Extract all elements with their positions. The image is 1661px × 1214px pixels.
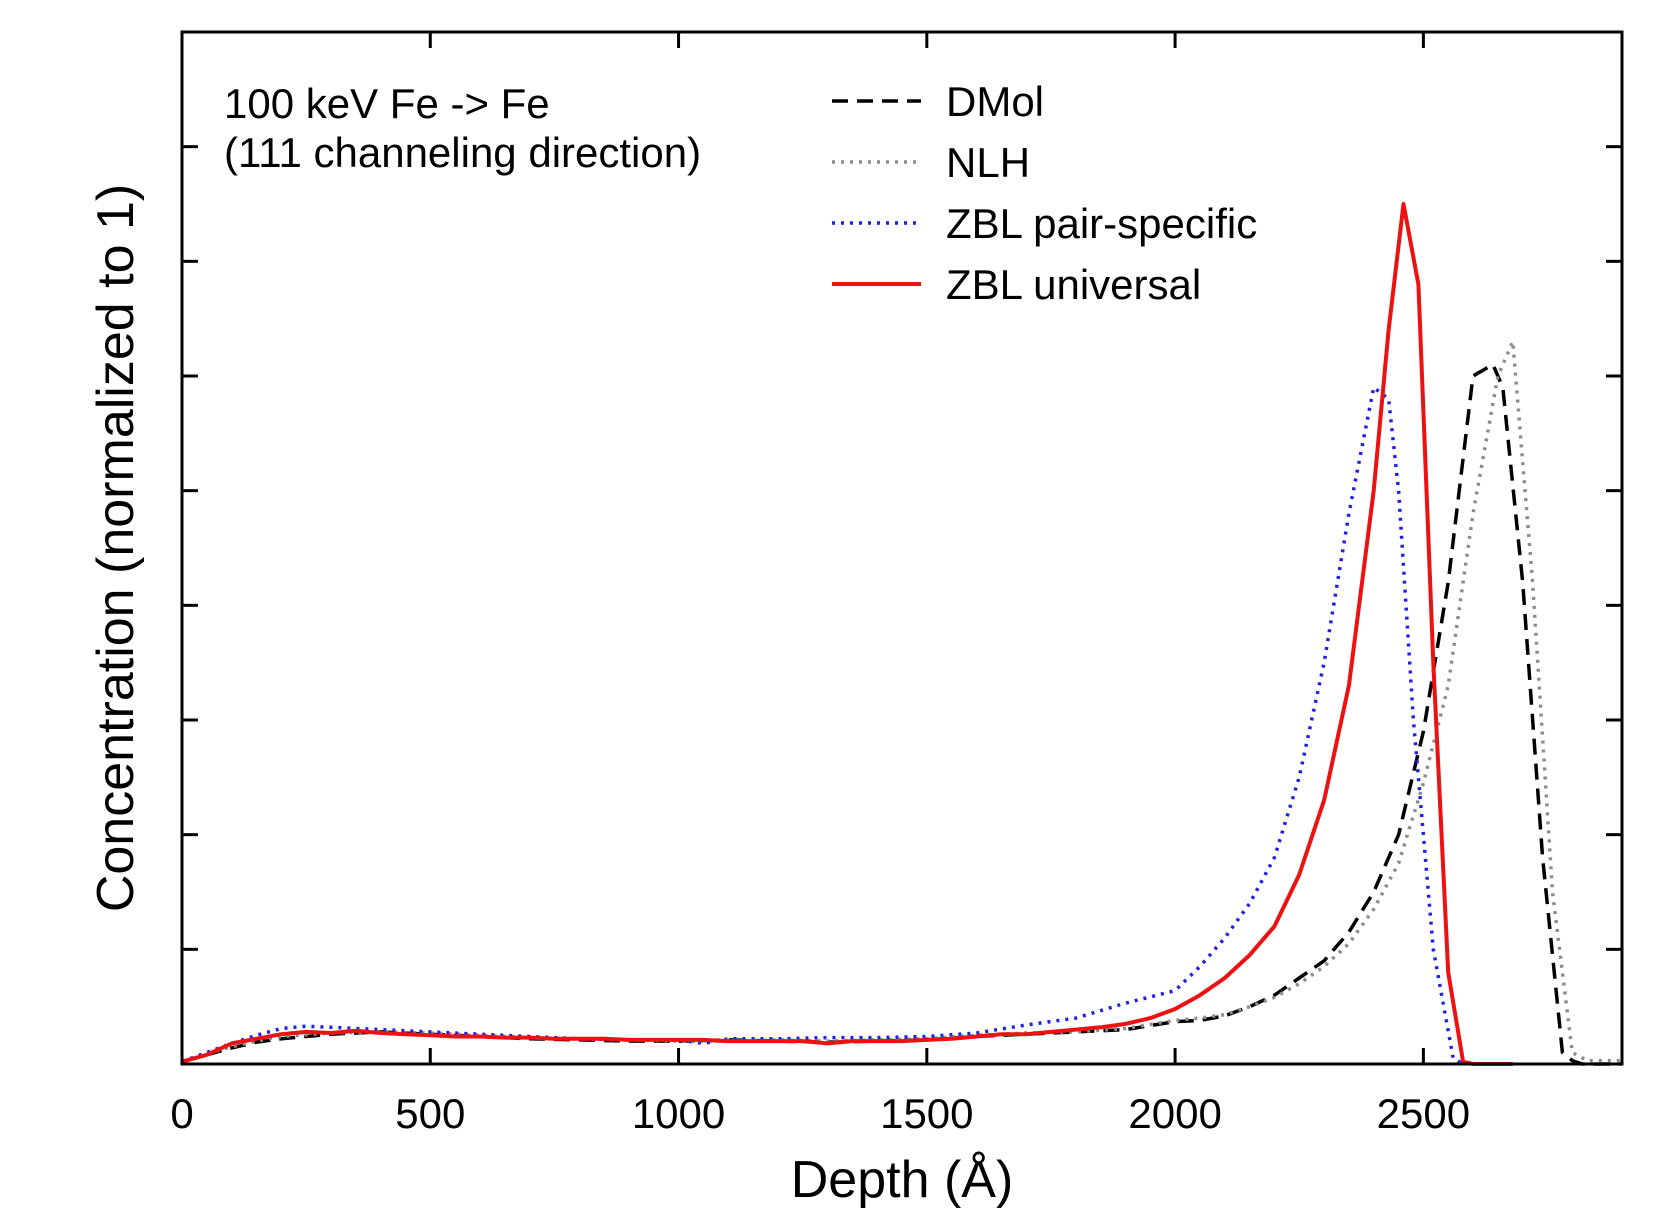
legend-label-3: ZBL pair-specific	[946, 200, 1257, 247]
x-tick-label-3: 1500	[880, 1090, 973, 1137]
x-tick-label-0: 0	[170, 1090, 193, 1137]
plot-series	[181, 202, 1622, 1066]
legend-label-4: ZBL universal	[946, 261, 1201, 308]
legend-label-2: NLH	[946, 139, 1030, 186]
x-tick-label-1: 500	[395, 1090, 465, 1137]
x-tick-label-5: 2500	[1377, 1090, 1470, 1137]
series-line-1	[181, 362, 1622, 1066]
plot-frame	[180, 30, 1624, 1066]
x-tick-label-4: 2000	[1128, 1090, 1221, 1137]
series-line-2	[181, 339, 1622, 1064]
x-tick-label-2: 1000	[632, 1090, 725, 1137]
annotation-line-1: 100 keV Fe -> Fe	[224, 80, 550, 127]
legend: DMol NLH ZBL pair-specific ZBL universal	[832, 78, 1257, 308]
chart-annotation: 100 keV Fe -> Fe (111 channeling directi…	[224, 80, 701, 176]
series-line-3	[181, 385, 1464, 1066]
axis-ticks	[180, 32, 1622, 1064]
series-line-4	[181, 202, 1513, 1066]
legend-label-1: DMol	[946, 78, 1044, 125]
y-axis-title: Concentration (normalized to 1)	[87, 184, 145, 912]
x-axis-title: Depth (Å)	[791, 1151, 1014, 1209]
x-tick-labels: 0 500 1000 1500 2000 2500	[170, 1090, 1470, 1137]
annotation-line-2: (111 channeling direction)	[224, 129, 701, 176]
